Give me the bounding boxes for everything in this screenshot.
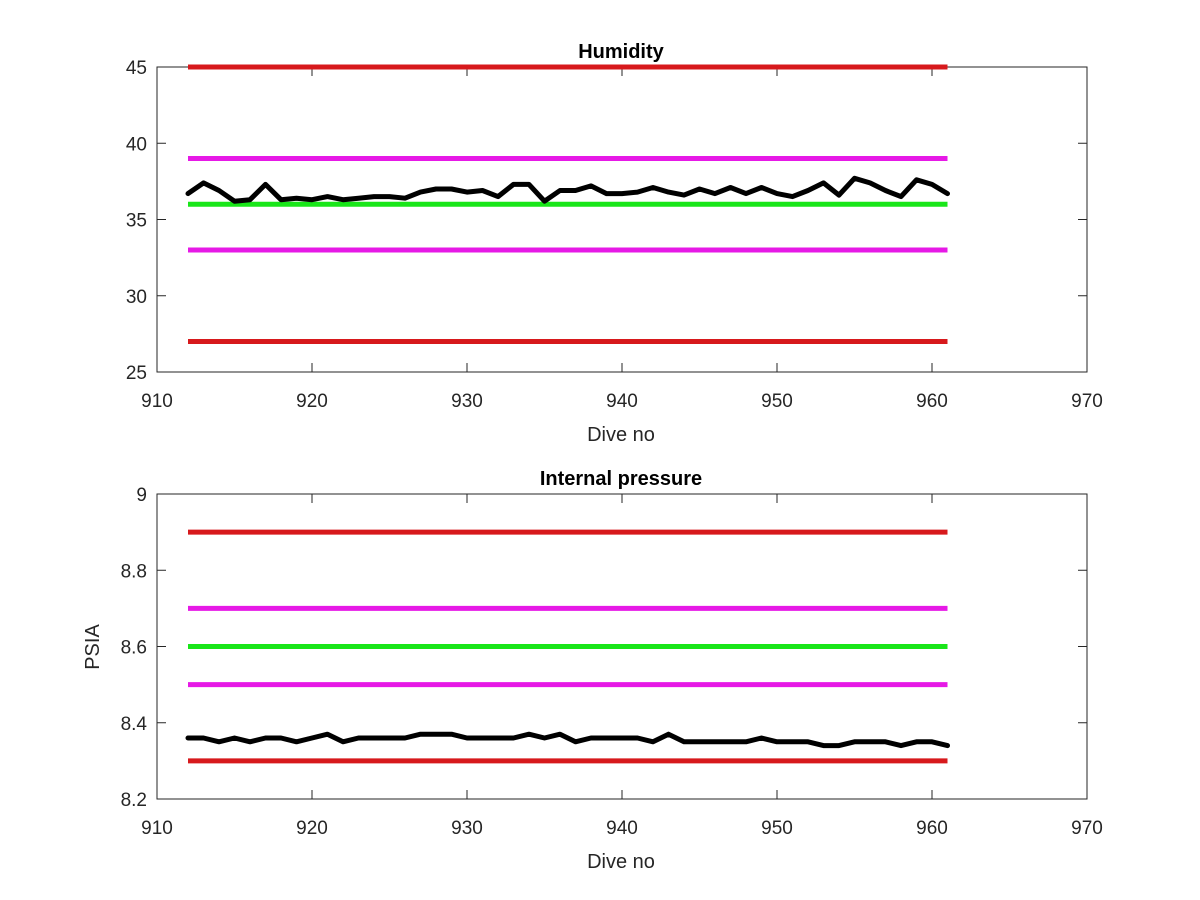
humidity-xtick-label: 960 bbox=[916, 391, 948, 412]
internal-pressure-xtick-label: 960 bbox=[916, 818, 948, 839]
internal-pressure-xtick-label: 940 bbox=[606, 818, 638, 839]
humidity-axes: Humidity Dive no 910 920 930 940 950 960 970 25… bbox=[126, 41, 1103, 446]
internal-pressure-axes: Internal pressure Dive no PSIA 910 920 930… bbox=[82, 468, 1103, 873]
humidity-ytick-label: 40 bbox=[126, 134, 147, 155]
internal-pressure-ylabel: PSIA bbox=[82, 624, 104, 670]
internal-pressure-xtick-label: 910 bbox=[141, 818, 173, 839]
internal-pressure-xtick-label: 970 bbox=[1071, 818, 1103, 839]
humidity-xtick-label: 930 bbox=[451, 391, 483, 412]
humidity-series-line bbox=[185, 175, 950, 204]
humidity-title: Humidity bbox=[578, 41, 664, 63]
internal-pressure-xtick-label: 950 bbox=[761, 818, 793, 839]
humidity-ytick-label: 35 bbox=[126, 211, 147, 232]
humidity-ytick-label: 25 bbox=[126, 363, 147, 384]
humidity-ytick-label: 45 bbox=[126, 58, 147, 79]
internal-pressure-ytick-label: 8.8 bbox=[121, 561, 147, 582]
humidity-ytick-label: 30 bbox=[126, 287, 147, 308]
humidity-xlabel: Dive no bbox=[587, 424, 655, 446]
internal-pressure-series-line bbox=[185, 731, 950, 749]
internal-pressure-ytick-label: 8.4 bbox=[121, 714, 148, 735]
internal-pressure-xlabel: Dive no bbox=[587, 851, 655, 873]
humidity-xtick-label: 910 bbox=[141, 391, 173, 412]
internal-pressure-xtick-label: 920 bbox=[296, 818, 328, 839]
humidity-xtick-label: 940 bbox=[606, 391, 638, 412]
internal-pressure-title: Internal pressure bbox=[540, 468, 702, 490]
internal-pressure-ytick-label: 9 bbox=[136, 485, 147, 506]
humidity-plot-frame bbox=[156, 66, 1088, 373]
humidity-xtick-label: 920 bbox=[296, 391, 328, 412]
internal-pressure-ytick-label: 8.2 bbox=[121, 790, 147, 811]
humidity-xtick-label: 950 bbox=[761, 391, 793, 412]
internal-pressure-xtick-label: 930 bbox=[451, 818, 483, 839]
internal-pressure-ytick-label: 8.6 bbox=[121, 638, 147, 659]
humidity-xtick-label: 970 bbox=[1071, 391, 1103, 412]
